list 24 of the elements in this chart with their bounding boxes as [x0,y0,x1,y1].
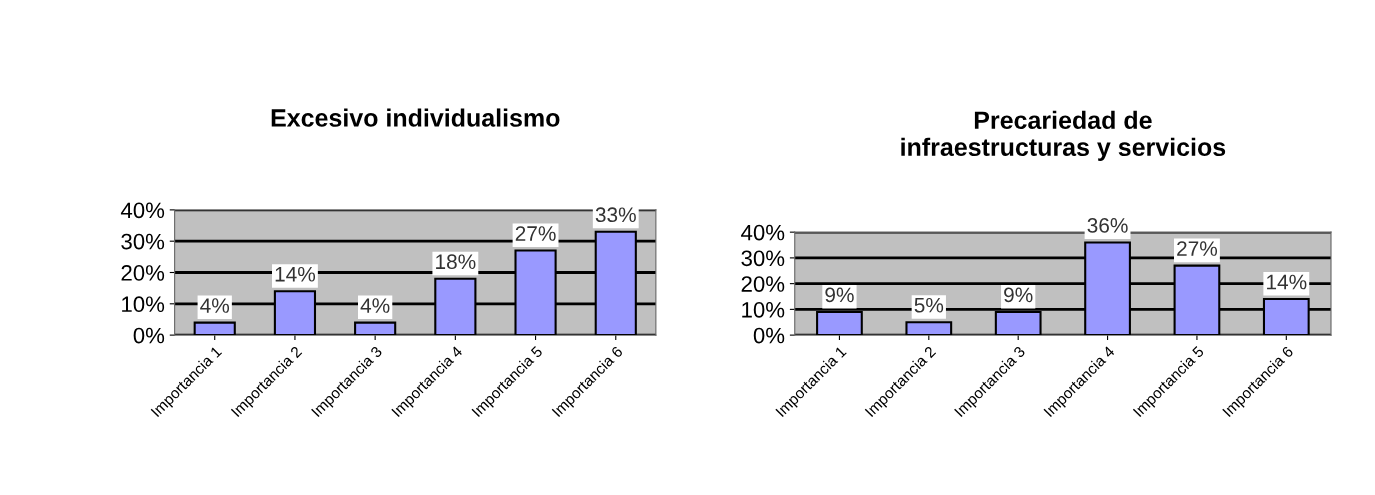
y-tick-label: 10% [122,296,165,313]
y-tick-label: 40% [120,202,165,219]
data-label: 9% [1004,287,1033,303]
y-tick-label: 30% [121,233,165,250]
y-tick-label: 20% [741,276,785,292]
data-label: 5% [914,297,944,313]
data-label: 27% [515,226,556,241]
y-tick-label: 0% [753,327,785,344]
data-label: 4% [360,298,390,313]
data-label: 14% [1267,274,1307,290]
chart-title: Precariedad de infraestructuras y servicios [901,110,1226,161]
chart-title: Excesivo individualismo [271,108,560,127]
y-tick-label: 20% [121,265,165,281]
data-label: 36% [1087,218,1128,233]
data-label: 27% [1177,241,1218,256]
data-label: 18% [436,254,476,270]
y-tick-label: 0% [133,327,165,344]
y-tick-label: 30% [741,250,785,267]
data-label: 4% [200,298,230,313]
data-label: 14% [275,266,316,282]
data-label: 33% [595,207,636,223]
y-tick-label: 40% [741,224,785,241]
y-tick-label: 10% [742,301,785,318]
data-label: 9% [825,287,854,303]
